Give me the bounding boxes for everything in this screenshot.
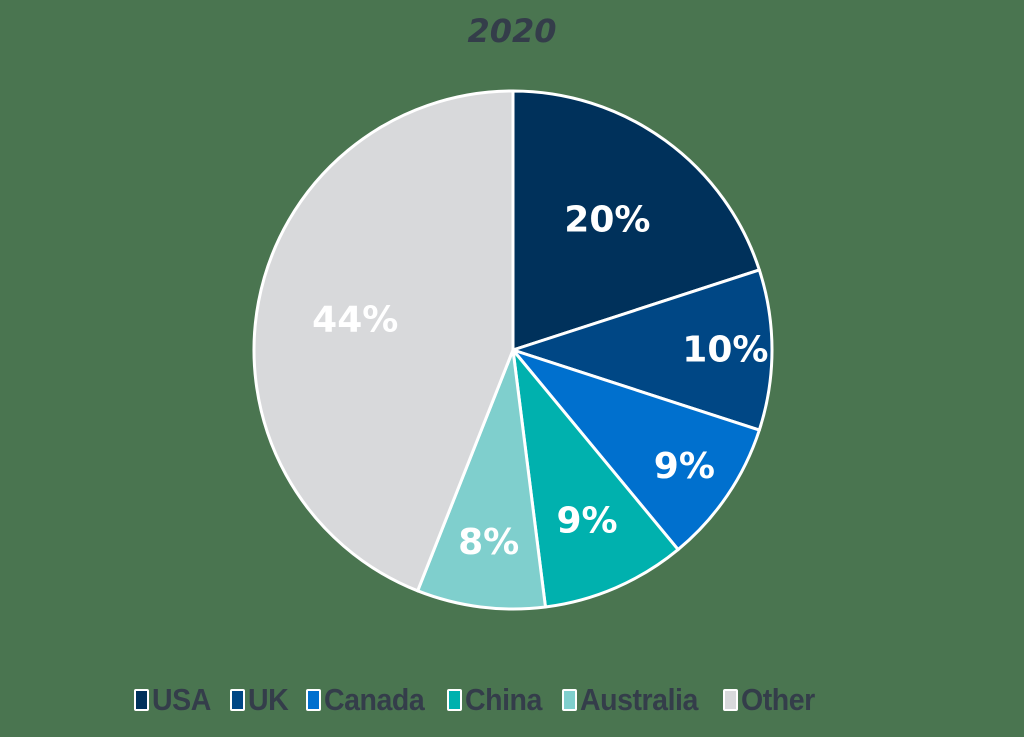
legend-swatch [305,689,321,711]
legend-label: Other [740,682,815,717]
legend-item-uk: UK [229,682,292,718]
slice-label-china: 9% [556,501,617,542]
pie-slice-china [511,348,680,609]
slice-label-canada: 9% [654,446,715,487]
legend-item-usa: USA [134,682,216,718]
pie-slice-australia [416,348,547,611]
legend-item-canada: Canada [305,682,433,718]
pie-slices [252,89,774,611]
legend-item-australia: Australia [562,682,708,718]
legend-label: Australia [580,682,699,717]
legend-swatch [722,689,738,711]
legend-swatch [562,689,578,711]
slice-label-australia: 8% [458,522,519,563]
legend-label: UK [247,682,289,717]
legend-item-other: Other [722,682,821,718]
legend-label: USA [152,682,211,717]
slice-label-usa: 20% [564,200,650,241]
legend-label: China [464,682,542,717]
pie-slice-canada [511,348,761,552]
legend: USA UK Canada China Australia Other [134,682,821,718]
legend-swatch [134,689,149,711]
slice-label-uk: 10% [682,330,768,371]
pie-slice-usa [511,89,761,352]
slice-label-other: 44% [312,299,398,340]
legend-item-china: China [446,682,549,718]
pie-slice-uk [511,268,774,432]
chart-title: 2020 [467,12,557,50]
legend-label: Canada [323,682,425,717]
pie-slice-other [252,89,515,593]
legend-swatch [229,689,245,711]
pie-labels: 20% 10% 9% 9% 8% 44% [312,200,768,564]
legend-swatch [446,689,462,711]
